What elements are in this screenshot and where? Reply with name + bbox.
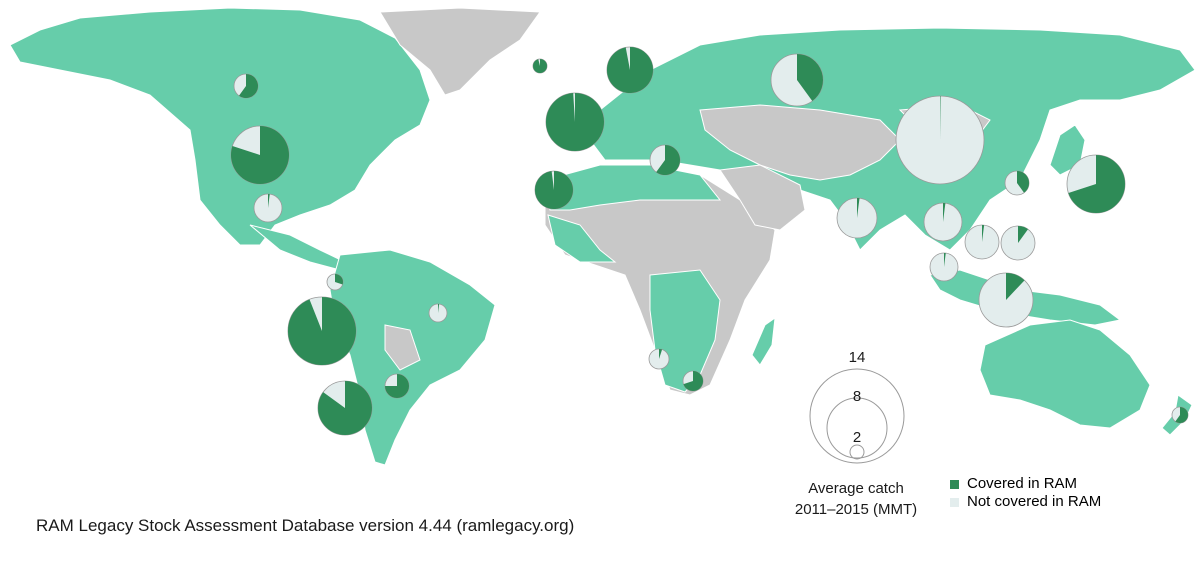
pie-covered-slice bbox=[385, 374, 409, 398]
central-america-landmass bbox=[249, 224, 346, 271]
pie-covered-slice bbox=[533, 59, 547, 73]
pie-japan bbox=[1066, 154, 1126, 214]
arabia-landmass bbox=[719, 164, 806, 231]
pie-united-states bbox=[230, 125, 290, 185]
size-legend-circle-2 bbox=[849, 444, 865, 460]
size-legend: 14 8 2 bbox=[809, 349, 905, 464]
pie-covered-slice bbox=[857, 198, 860, 218]
size-legend-value-8: 8 bbox=[853, 388, 861, 405]
pie-spain bbox=[649, 144, 681, 176]
pie-indonesia bbox=[978, 272, 1034, 328]
pie-covered-slice bbox=[317, 381, 372, 436]
legend-covered: Covered in RAM bbox=[950, 475, 1101, 493]
pie-covered-slice bbox=[944, 253, 946, 267]
pie-canada bbox=[233, 73, 259, 99]
pie-covered-slice bbox=[535, 171, 574, 209]
pie-covered-slice bbox=[683, 371, 704, 391]
pie-malaysia bbox=[929, 252, 959, 282]
color-legend: Covered in RAM Not covered in RAM bbox=[950, 475, 1101, 511]
not-covered-label: Not covered in RAM bbox=[967, 493, 1102, 510]
pie-united-kingdom bbox=[545, 92, 605, 152]
australia-landmass bbox=[979, 319, 1151, 429]
catch-pies bbox=[230, 46, 1189, 436]
size-legend-title: Average catch 2011–2015 (MMT) bbox=[786, 478, 926, 520]
pie-covered-slice bbox=[1175, 407, 1189, 424]
pie-philippines bbox=[1000, 225, 1036, 261]
pie-india bbox=[836, 197, 878, 239]
north-america-landmass bbox=[9, 7, 431, 246]
pie-norway bbox=[606, 46, 654, 94]
pie-south-korea bbox=[1004, 170, 1030, 196]
pie-covered-slice bbox=[238, 74, 259, 98]
bolivia-paraguay-landmass bbox=[384, 324, 421, 371]
covered-swatch bbox=[950, 479, 959, 489]
pie-covered-slice bbox=[230, 126, 289, 184]
pie-covered-slice bbox=[335, 274, 343, 285]
pie-covered-slice bbox=[656, 145, 680, 175]
pie-covered-slice bbox=[1018, 226, 1028, 243]
pie-vietnam bbox=[964, 224, 1000, 260]
pie-covered-slice bbox=[546, 93, 605, 152]
size-legend-title-line2: 2011–2015 (MMT) bbox=[794, 501, 918, 518]
pie-covered-slice bbox=[797, 54, 824, 102]
pie-covered-slice bbox=[940, 96, 941, 140]
pie-covered-slice bbox=[659, 349, 663, 359]
central-asia-landmass bbox=[699, 104, 901, 181]
greenland-landmass bbox=[379, 7, 541, 96]
pie-covered-slice bbox=[1068, 155, 1125, 214]
pie-covered-slice bbox=[1006, 273, 1025, 300]
legend-not-covered: Not covered in RAM bbox=[950, 493, 1101, 511]
size-legend-title-line1: Average catch bbox=[808, 480, 904, 497]
pie-covered-slice bbox=[268, 194, 270, 208]
pie-peru bbox=[287, 296, 357, 366]
pie-new-zealand bbox=[1171, 406, 1189, 424]
west-africa-coast-landmass bbox=[547, 214, 617, 263]
pie-covered-slice bbox=[1017, 171, 1030, 193]
pie-covered-slice bbox=[607, 47, 654, 93]
pie-chile bbox=[317, 380, 373, 436]
size-legend-circle-14 bbox=[809, 368, 905, 464]
pie-covered-slice bbox=[943, 203, 946, 222]
madagascar-landmass bbox=[751, 316, 776, 366]
covered-label: Covered in RAM bbox=[967, 475, 1078, 492]
pie-south-africa bbox=[682, 370, 704, 392]
pie-brazil bbox=[428, 303, 448, 323]
pie-covered-slice bbox=[438, 304, 440, 313]
pie-covered-slice bbox=[982, 225, 985, 242]
not-covered-swatch bbox=[950, 497, 959, 507]
pie-russia bbox=[770, 53, 824, 107]
pie-morocco bbox=[534, 170, 574, 210]
landmasses bbox=[9, 7, 1196, 466]
size-legend-value-14: 14 bbox=[849, 349, 866, 366]
size-legend-value-2: 2 bbox=[853, 429, 861, 446]
pie-argentina bbox=[384, 373, 410, 399]
pie-ecuador bbox=[326, 273, 344, 291]
size-legend-circle-8 bbox=[826, 397, 888, 459]
pie-iceland bbox=[532, 58, 548, 74]
pie-china bbox=[895, 95, 985, 185]
pie-namibia bbox=[648, 348, 670, 370]
pie-thailand bbox=[923, 202, 963, 242]
source-caption: RAM Legacy Stock Assessment Database ver… bbox=[36, 516, 575, 535]
pie-covered-slice bbox=[288, 297, 357, 365]
pie-mexico bbox=[253, 193, 283, 223]
north-africa-coast-landmass bbox=[544, 164, 722, 211]
